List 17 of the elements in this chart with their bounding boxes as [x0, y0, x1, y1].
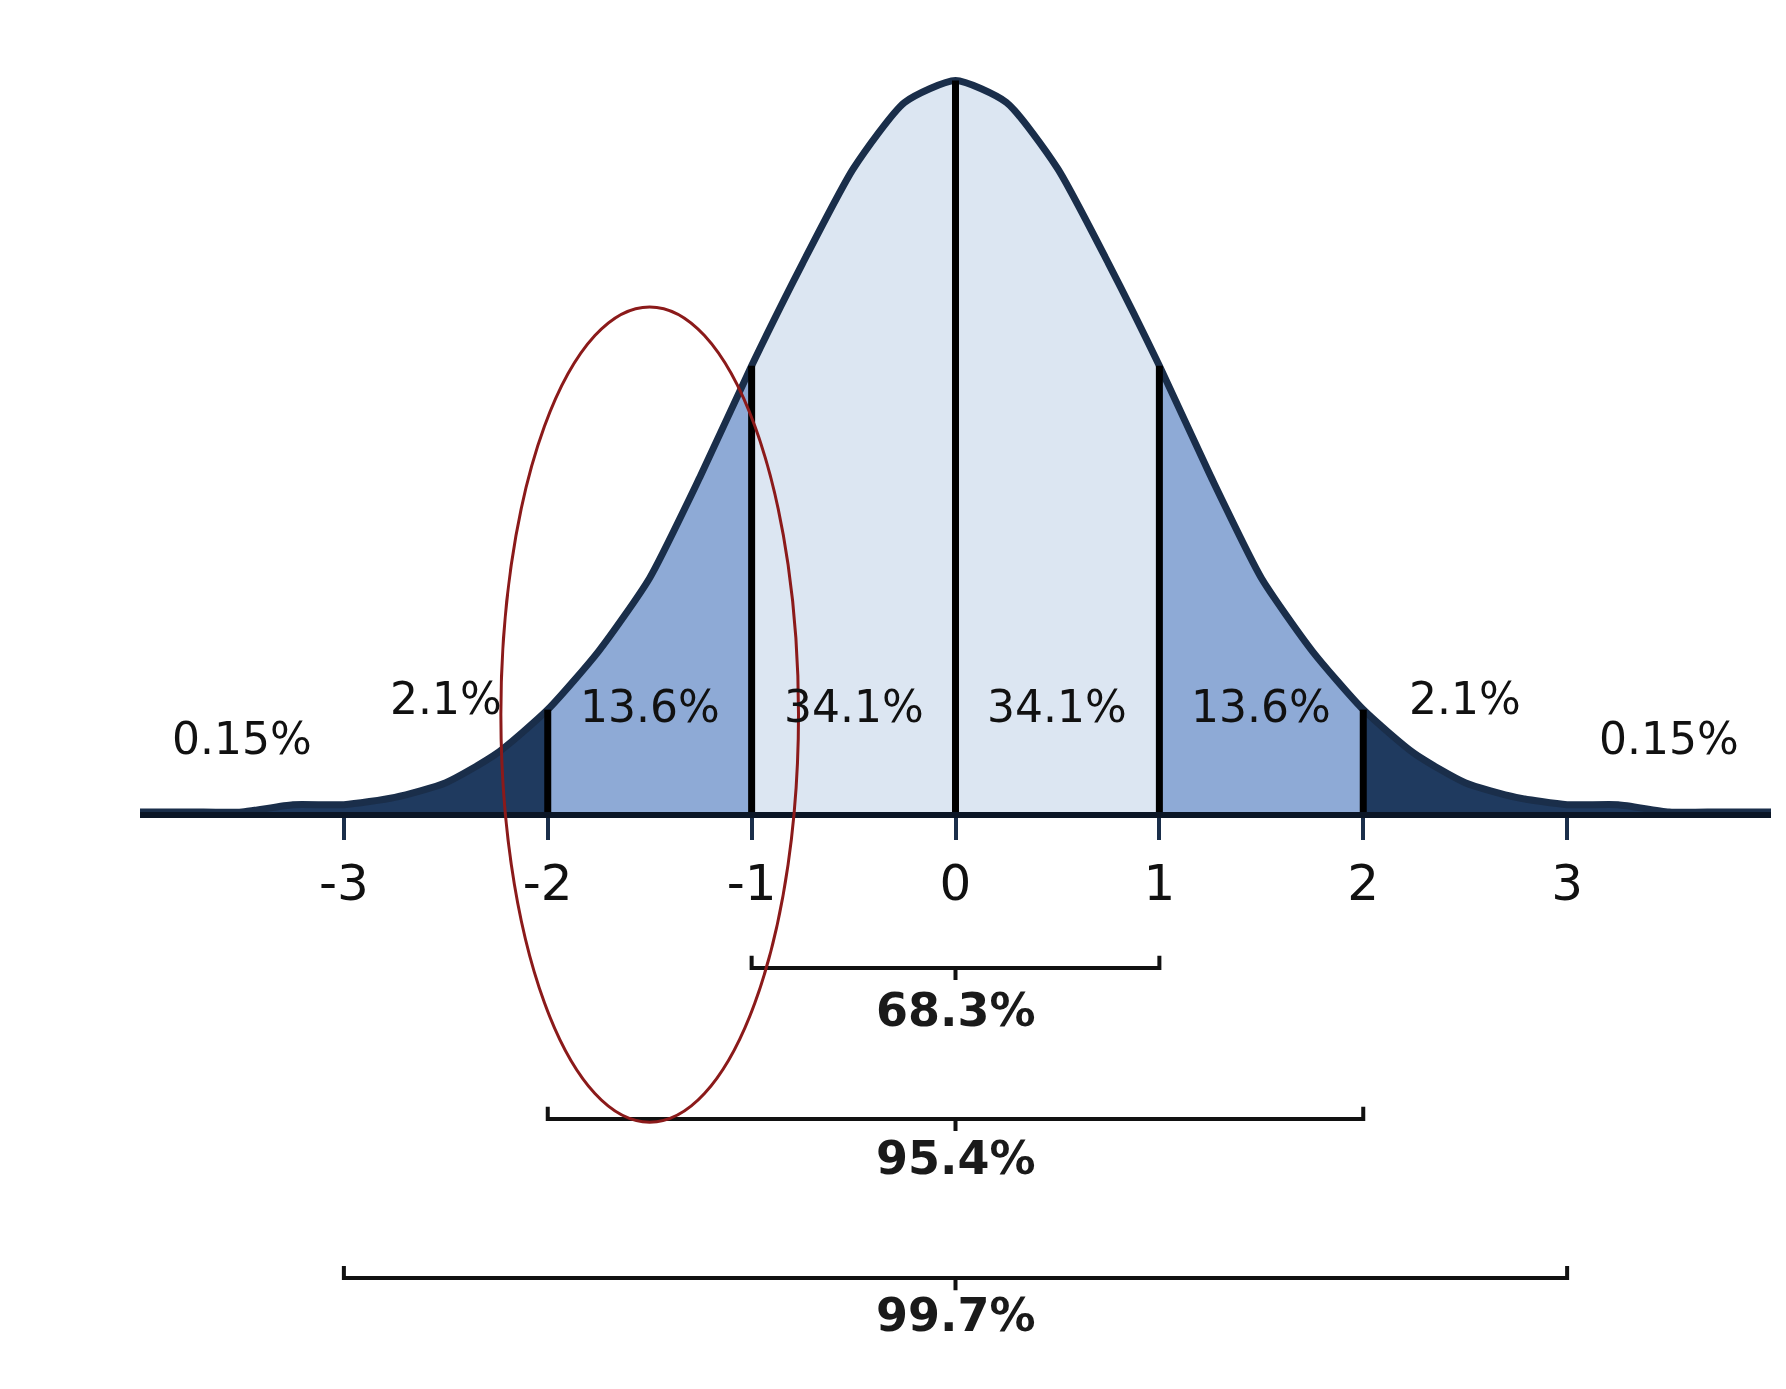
text: 99.7%	[876, 1288, 1036, 1342]
x-tick-label: 3	[1551, 854, 1584, 912]
x-tick-label: -1	[726, 854, 777, 912]
x-tick-label: 2	[1347, 854, 1380, 912]
x-tick-label: 1	[1143, 854, 1176, 912]
annotation: 13.6%	[580, 681, 720, 732]
x-tick-label: 0	[939, 854, 972, 912]
annotation: 13.6%	[1191, 681, 1331, 732]
annotation: 2.1%	[1409, 673, 1521, 724]
annotation: 0.15%	[172, 713, 312, 764]
annotation: 34.1%	[987, 681, 1127, 732]
annotation: 2.1%	[390, 673, 502, 724]
text: 68.3%	[876, 983, 1036, 1037]
x-tick-label: -2	[522, 854, 573, 912]
text: 95.4%	[876, 1131, 1036, 1185]
x-tick-label: -3	[318, 854, 369, 912]
annotation: 0.15%	[1599, 713, 1739, 764]
